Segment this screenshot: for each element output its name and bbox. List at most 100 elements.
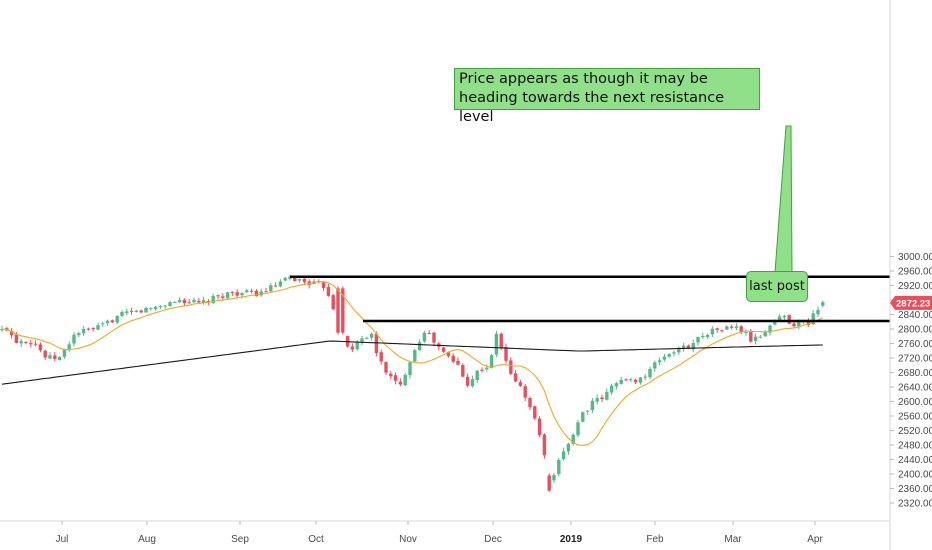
candle-body (701, 335, 705, 337)
candle-body (91, 328, 95, 330)
candle-body (696, 336, 700, 343)
candle-body (758, 336, 763, 338)
candle-body (710, 328, 715, 335)
candle-body (681, 345, 686, 349)
ma-fast-line (1, 281, 824, 446)
price-tick-label: 2600.00 (898, 397, 932, 408)
candle-body (523, 386, 527, 398)
candle-body (552, 475, 556, 481)
candle-body (782, 315, 787, 318)
candle-body (489, 355, 494, 369)
candle-body (480, 369, 484, 371)
price-tick-label: 2440.00 (898, 455, 932, 466)
candle-body (408, 362, 412, 376)
candle-body (192, 299, 196, 303)
candle-body (158, 306, 163, 308)
candle-body (144, 308, 148, 313)
candles-group (0, 274, 825, 493)
candle-body (201, 300, 206, 303)
candle-body (533, 406, 537, 419)
candle-body (749, 330, 753, 342)
candle-body (398, 381, 403, 385)
candle-body (422, 332, 427, 342)
last-post-label: last post (749, 279, 805, 294)
price-tick-label: 2560.00 (898, 412, 932, 423)
price-tag-badge (890, 295, 932, 310)
price-tick-label: 2400.00 (898, 470, 932, 481)
time-tick-label: Dec (484, 534, 502, 545)
candle-body (38, 344, 43, 351)
candle-body (9, 330, 14, 336)
candle-body (14, 334, 19, 343)
time-tick-label: Jul (56, 534, 69, 545)
candle-body (197, 300, 201, 303)
candle-body (653, 362, 657, 369)
price-tick-label: 2680.00 (898, 368, 932, 379)
candle-body (705, 334, 710, 337)
time-tick-label: Nov (399, 534, 417, 545)
candle-body (187, 302, 191, 304)
candle-body (101, 323, 105, 325)
candle-body (777, 316, 782, 321)
candle-body (557, 459, 561, 475)
price-tick-label: 2640.00 (898, 383, 932, 394)
candle-body (249, 290, 254, 292)
candle-body (67, 344, 71, 351)
candle-body (321, 281, 326, 289)
candle-body (341, 288, 345, 333)
candle-body (96, 325, 100, 330)
candle-body (773, 320, 777, 325)
candle-body (485, 367, 489, 370)
candle-body (547, 475, 551, 491)
price-tag-value: 2872.23 (896, 298, 930, 309)
current-price-tag: 2872.23 (890, 295, 932, 310)
candle-body (821, 302, 825, 306)
candle-body (336, 288, 340, 333)
price-tick-label: 2800.00 (898, 325, 932, 336)
candle-body (518, 382, 523, 386)
candle-body (33, 343, 38, 345)
candle-body (278, 281, 283, 287)
candle-body (19, 341, 23, 344)
candle-body (513, 373, 518, 382)
candle-body (57, 357, 62, 361)
candle-body (528, 397, 532, 408)
candle-body (734, 326, 739, 329)
price-tick-label: 2360.00 (898, 484, 932, 495)
annotation-line-2: heading towards the next resistance leve… (459, 90, 725, 125)
candle-body (576, 422, 580, 436)
candle-body (566, 443, 571, 452)
candle-body (633, 379, 638, 383)
candle-body (29, 343, 33, 345)
candle-body (456, 360, 460, 365)
candle-body (677, 347, 681, 353)
candle-body (254, 290, 259, 297)
price-tick-label: 2960.00 (898, 267, 932, 278)
last-post-note: last post (746, 271, 808, 302)
candle-body (797, 321, 801, 327)
candle-body (225, 292, 230, 299)
resistance-annotation-box: Price appears as though it may be headin… (454, 68, 760, 125)
time-tick-label: Feb (646, 534, 664, 545)
time-tick-label: Mar (724, 534, 742, 545)
candle-body (216, 295, 220, 297)
candle-body (662, 356, 667, 360)
candle-body (149, 308, 153, 310)
price-tick-label: 3000.00 (898, 252, 932, 263)
time-axis: Jul Aug Sep Oct Nov Dec 2019 Feb Mar Apr (0, 520, 890, 545)
candle-body (686, 345, 691, 349)
candle-body (182, 299, 187, 304)
candle-body (465, 376, 470, 386)
candle-body (561, 451, 566, 460)
candle-body (600, 397, 604, 400)
candle-body (629, 379, 633, 381)
candle-body (360, 338, 364, 342)
candle-body (230, 291, 235, 293)
price-tick-label: 2520.00 (898, 426, 932, 437)
candle-body (667, 354, 671, 357)
price-axis: 3000.002960.002920.002880.002840.002800.… (889, 0, 932, 550)
candle-body (509, 360, 513, 374)
candle-body (369, 333, 374, 338)
annotation-line-1: Price appears as though it may be (459, 71, 708, 87)
candle-body (302, 278, 307, 282)
